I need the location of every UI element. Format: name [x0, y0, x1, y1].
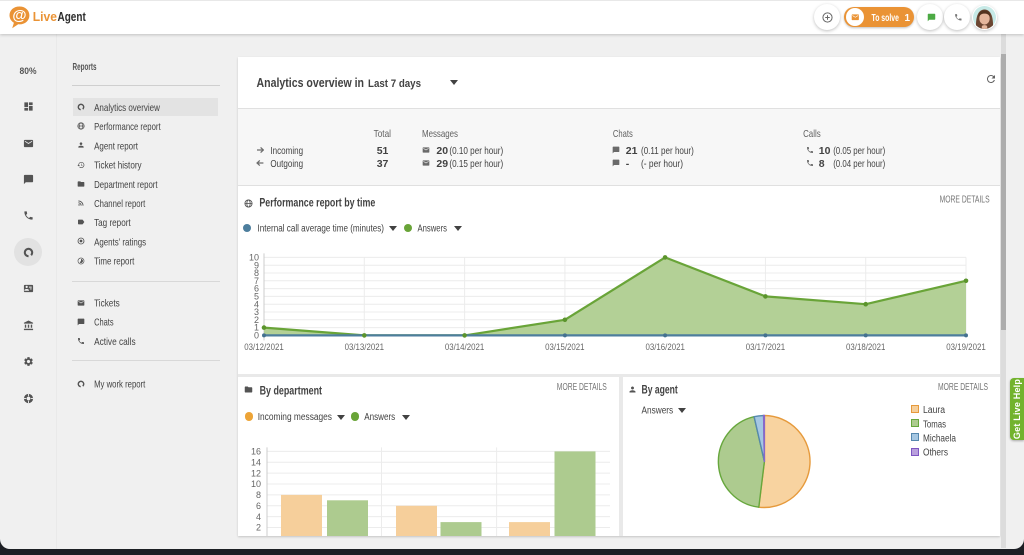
svg-text:Agents’ ratings: Agents’ ratings [94, 236, 146, 248]
svg-text:By department: By department [260, 384, 322, 398]
svg-text:(0.15 per hour): (0.15 per hour) [449, 158, 503, 170]
svg-text:29: 29 [436, 158, 448, 170]
svg-text:My work report: My work report [94, 379, 145, 391]
svg-text:Department report: Department report [94, 179, 158, 191]
svg-text:1: 1 [254, 323, 259, 333]
svg-text:12: 12 [251, 468, 261, 478]
svg-text:Performance report by time: Performance report by time [259, 195, 375, 209]
svg-text:Others: Others [923, 448, 948, 459]
svg-text:2: 2 [254, 315, 259, 325]
svg-text:Ticket history: Ticket history [94, 160, 142, 172]
svg-text:Internal call average time (mi: Internal call average time (minutes) [258, 224, 385, 235]
svg-text:Time report: Time report [94, 256, 134, 268]
svg-text:10: 10 [819, 145, 831, 157]
svg-text:3: 3 [254, 307, 259, 317]
svg-text:03/14/2021: 03/14/2021 [445, 342, 484, 353]
svg-text:(- per hour): (- per hour) [641, 158, 683, 170]
svg-text:6: 6 [256, 501, 261, 511]
svg-text:Laura: Laura [923, 405, 945, 416]
svg-text:Answers: Answers [642, 406, 674, 417]
svg-text:Total: Total [374, 128, 391, 140]
svg-text:Live: Live [33, 10, 57, 24]
svg-text:Last 7 days: Last 7 days [368, 78, 421, 90]
svg-text:Calls: Calls [803, 128, 821, 140]
svg-text:Channel report: Channel report [94, 198, 145, 210]
svg-text:03/15/2021: 03/15/2021 [545, 342, 584, 353]
svg-text:5: 5 [254, 292, 259, 302]
svg-text:Agent: Agent [58, 10, 87, 24]
svg-text:9: 9 [254, 260, 259, 270]
svg-text:Chats: Chats [94, 317, 114, 329]
svg-text:Incoming messages: Incoming messages [258, 412, 332, 423]
svg-text:Answers: Answers [364, 412, 395, 423]
svg-text:37: 37 [377, 158, 389, 170]
svg-text:8: 8 [819, 158, 825, 170]
svg-text:03/18/2021: 03/18/2021 [846, 342, 885, 353]
svg-text:Michaela: Michaela [923, 433, 956, 444]
svg-text:MORE DETAILS: MORE DETAILS [940, 195, 990, 206]
svg-text:16: 16 [251, 447, 261, 457]
svg-text:03/12/2021: 03/12/2021 [244, 342, 283, 353]
svg-text:@: @ [12, 8, 26, 24]
svg-text:0: 0 [254, 331, 259, 341]
svg-text:Reports: Reports [73, 61, 97, 73]
svg-text:To solve: To solve [872, 13, 900, 24]
svg-text:8: 8 [254, 268, 259, 278]
svg-text:03/13/2021: 03/13/2021 [345, 342, 384, 353]
svg-text:4: 4 [254, 299, 259, 309]
svg-text:14: 14 [251, 457, 261, 467]
svg-text:MORE DETAILS: MORE DETAILS [557, 382, 607, 393]
svg-text:Tomas: Tomas [923, 419, 946, 430]
svg-text:Answers: Answers [418, 224, 448, 235]
svg-text:21: 21 [626, 145, 638, 157]
svg-text:20: 20 [436, 145, 448, 157]
svg-text:Tickets: Tickets [94, 298, 120, 310]
svg-text:(0.11 per hour): (0.11 per hour) [641, 145, 694, 157]
svg-text:MORE DETAILS: MORE DETAILS [938, 382, 988, 393]
svg-text:8: 8 [256, 490, 261, 500]
svg-text:6: 6 [254, 284, 259, 294]
svg-text:Performance report: Performance report [94, 121, 161, 133]
svg-text:80%: 80% [20, 66, 37, 77]
svg-text:2: 2 [256, 523, 261, 533]
svg-text:Messages: Messages [422, 128, 458, 140]
svg-text:03/16/2021: 03/16/2021 [645, 342, 684, 353]
svg-text:Incoming: Incoming [270, 145, 303, 157]
svg-text:Agent report: Agent report [94, 140, 138, 152]
svg-text:-: - [626, 158, 630, 170]
svg-text:(0.04 per hour): (0.04 per hour) [833, 158, 885, 170]
svg-text:Tag report: Tag report [94, 217, 131, 229]
svg-text:(0.05 per hour): (0.05 per hour) [833, 145, 885, 157]
svg-text:7: 7 [254, 276, 259, 286]
svg-text:1: 1 [905, 13, 911, 24]
svg-text:03/17/2021: 03/17/2021 [746, 342, 785, 353]
svg-text:Active calls: Active calls [94, 336, 136, 348]
svg-text:By agent: By agent [642, 383, 678, 397]
svg-text:Outgoing: Outgoing [270, 158, 303, 170]
svg-text:Analytics overview: Analytics overview [94, 102, 160, 114]
svg-text:(0.10 per hour): (0.10 per hour) [449, 145, 503, 157]
svg-text:10: 10 [251, 479, 261, 489]
svg-text:51: 51 [377, 145, 389, 157]
svg-text:Analytics overview in: Analytics overview in [257, 76, 365, 90]
svg-text:Chats: Chats [613, 128, 633, 140]
svg-text:03/19/2021: 03/19/2021 [946, 342, 985, 353]
svg-text:4: 4 [256, 512, 261, 522]
svg-text:10: 10 [249, 253, 259, 263]
